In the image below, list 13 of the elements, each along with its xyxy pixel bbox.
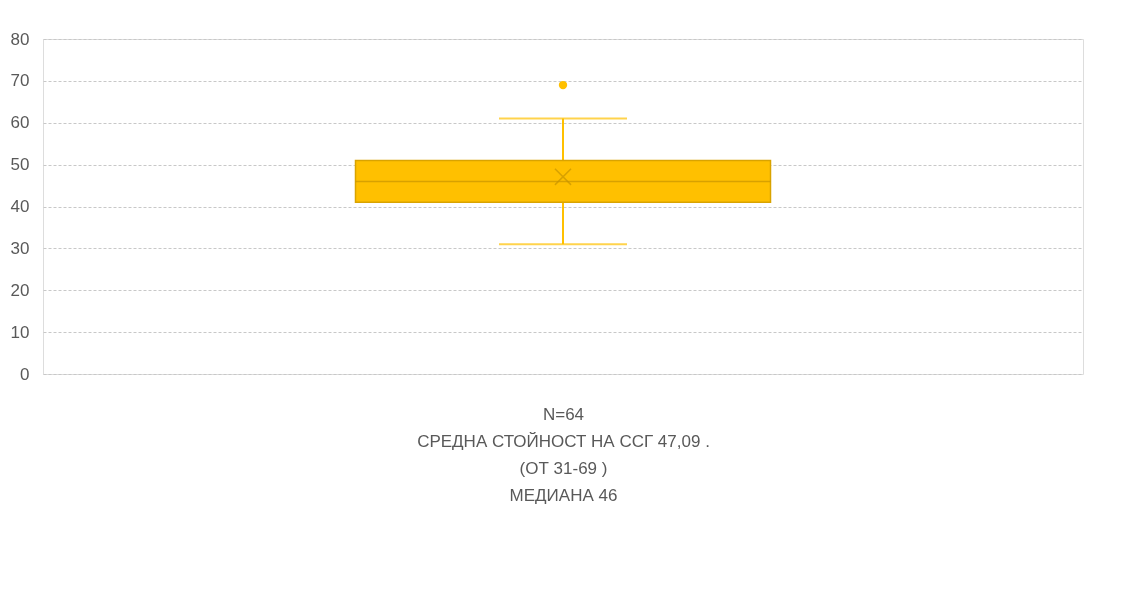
x-axis-title: N=64 bbox=[542, 404, 585, 424]
text: МЕДИАНА 46 bbox=[509, 485, 618, 505]
y-tick-label: 80 bbox=[10, 29, 30, 49]
y-tick-label: 30 bbox=[10, 238, 30, 258]
y-tick-label: 50 bbox=[10, 155, 30, 175]
y-tick-label: 60 bbox=[10, 113, 30, 133]
y-tick-label: 70 bbox=[10, 71, 30, 91]
text: (ОТ 31-69 ) bbox=[519, 458, 608, 478]
y-tick-label: 0 bbox=[20, 364, 30, 384]
text: СРЕДНА СТОЙНОСТ НА ССГ 47,09 . bbox=[417, 431, 710, 451]
y-tick-label: 10 bbox=[10, 322, 30, 342]
y-tick-label: 40 bbox=[10, 197, 30, 216]
y-tick-label: 20 bbox=[10, 280, 30, 300]
